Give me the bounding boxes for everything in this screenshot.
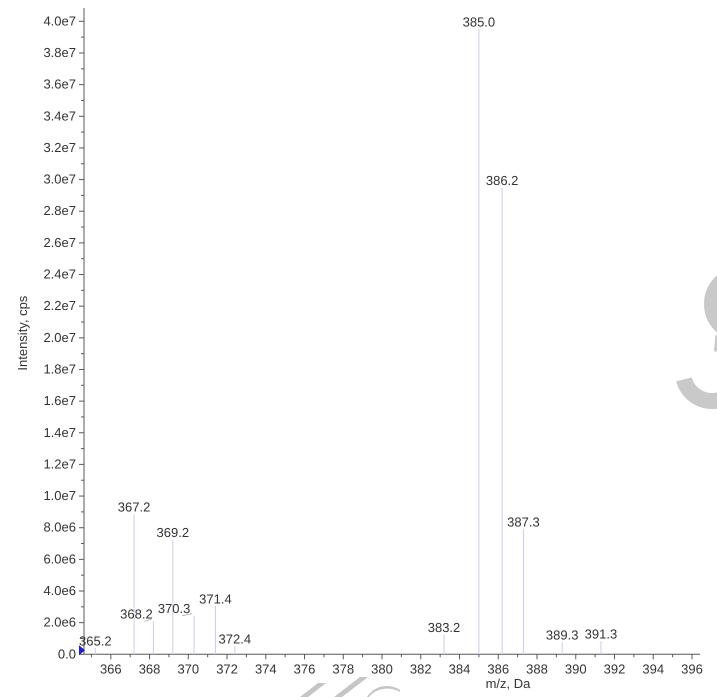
svg-text:1.4e7: 1.4e7 <box>43 425 76 440</box>
svg-text:6.0e6: 6.0e6 <box>43 551 76 566</box>
svg-text:3.8e7: 3.8e7 <box>43 45 76 60</box>
svg-text:2.2e7: 2.2e7 <box>43 298 76 313</box>
svg-text:374: 374 <box>255 661 277 676</box>
svg-text:4.0e6: 4.0e6 <box>43 583 76 598</box>
svg-text:3.4e7: 3.4e7 <box>43 108 76 123</box>
svg-text:369.2: 369.2 <box>157 525 190 540</box>
svg-text:8.0e6: 8.0e6 <box>43 520 76 535</box>
svg-text:372.4: 372.4 <box>219 631 252 646</box>
svg-text:394: 394 <box>642 661 664 676</box>
svg-text:391.3: 391.3 <box>585 626 618 641</box>
svg-text:378: 378 <box>332 661 354 676</box>
svg-text:2.6e7: 2.6e7 <box>43 235 76 250</box>
svg-text:371.4: 371.4 <box>199 591 232 606</box>
svg-text:2.4e7: 2.4e7 <box>43 267 76 282</box>
svg-text:2.0e7: 2.0e7 <box>43 330 76 345</box>
svg-text:3.2e7: 3.2e7 <box>43 140 76 155</box>
svg-text:3.6e7: 3.6e7 <box>43 77 76 92</box>
svg-text:m/z, Da: m/z, Da <box>486 676 532 691</box>
svg-text:384: 384 <box>449 661 471 676</box>
svg-text:367.2: 367.2 <box>118 500 151 515</box>
svg-text:2.0e6: 2.0e6 <box>43 615 76 630</box>
svg-text:385.0: 385.0 <box>463 15 496 30</box>
svg-text:376: 376 <box>294 661 316 676</box>
svg-text:370: 370 <box>177 661 199 676</box>
svg-text:388: 388 <box>526 661 548 676</box>
svg-text:380: 380 <box>371 661 393 676</box>
svg-text:368: 368 <box>139 661 161 676</box>
svg-text:4.0e7: 4.0e7 <box>43 13 76 28</box>
svg-text:1.2e7: 1.2e7 <box>43 456 76 471</box>
svg-text:3.0e7: 3.0e7 <box>43 172 76 187</box>
svg-text:1.0e7: 1.0e7 <box>43 488 76 503</box>
svg-text:1.6e7: 1.6e7 <box>43 393 76 408</box>
svg-text:365.2: 365.2 <box>79 633 112 648</box>
svg-text:1.8e7: 1.8e7 <box>43 361 76 376</box>
svg-text:370.3: 370.3 <box>158 601 191 616</box>
svg-text:392: 392 <box>604 661 626 676</box>
svg-text:Intensity, cps: Intensity, cps <box>15 295 30 370</box>
svg-text:368.2: 368.2 <box>120 606 153 621</box>
svg-text:386.2: 386.2 <box>486 173 519 188</box>
svg-text:383.2: 383.2 <box>428 620 461 635</box>
svg-text:382: 382 <box>410 661 432 676</box>
svg-text:396: 396 <box>681 661 703 676</box>
svg-text:390: 390 <box>565 661 587 676</box>
svg-text:2.8e7: 2.8e7 <box>43 203 76 218</box>
svg-text:0.0: 0.0 <box>58 646 76 661</box>
svg-text:386: 386 <box>487 661 509 676</box>
svg-text:366: 366 <box>100 661 122 676</box>
svg-text:389.3: 389.3 <box>546 627 579 642</box>
svg-text:387.3: 387.3 <box>507 515 540 530</box>
svg-text:372: 372 <box>216 661 238 676</box>
